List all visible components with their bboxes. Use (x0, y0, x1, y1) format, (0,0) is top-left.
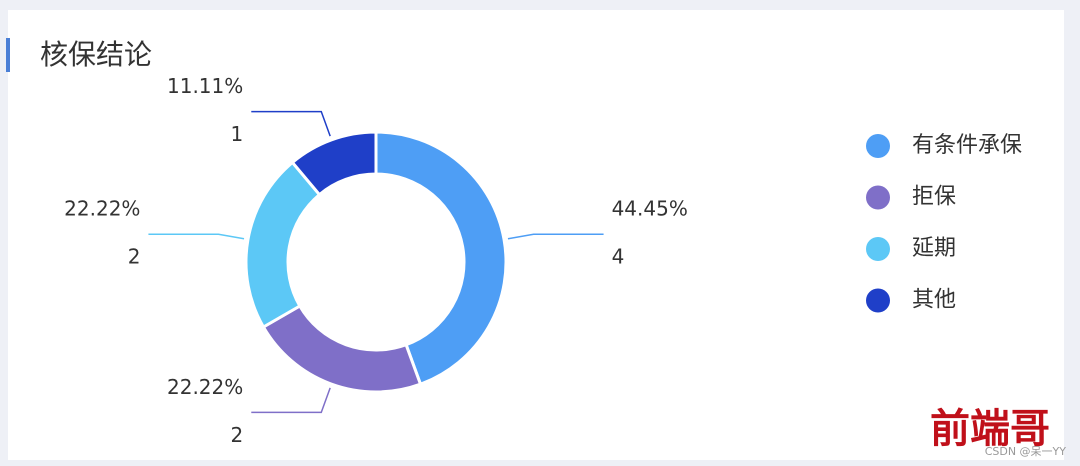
percent-label: 22.22% (167, 375, 243, 399)
leader-line (148, 233, 245, 240)
legend-label: 其他 (912, 288, 956, 313)
legend-marker (866, 185, 890, 210)
title-bar (6, 38, 10, 72)
watermark: 前端哥 (930, 405, 1050, 452)
donut-segment (374, 130, 508, 387)
legend-label: 有条件承保 (912, 133, 1022, 158)
leader-line (251, 110, 331, 137)
chart-title: 核保结论 (40, 38, 152, 71)
legend-marker (866, 237, 890, 261)
card (8, 10, 1064, 460)
percent-label: 11.11% (167, 74, 243, 98)
value-label: 4 (612, 245, 625, 269)
donut-segment (290, 130, 378, 197)
legend-label: 拒保 (912, 185, 956, 210)
value-label: 1 (231, 122, 244, 146)
credit: CSDN @呆一YY (985, 445, 1067, 458)
leader-line (251, 387, 331, 414)
legend-marker (866, 134, 890, 158)
legend-label: 延期 (912, 236, 956, 261)
percent-label: 22.22% (64, 197, 140, 221)
leader-line (507, 233, 604, 240)
legend-marker (866, 288, 890, 313)
value-label: 2 (128, 245, 141, 269)
percent-label: 44.45% (612, 197, 688, 221)
value-label: 2 (231, 423, 244, 447)
